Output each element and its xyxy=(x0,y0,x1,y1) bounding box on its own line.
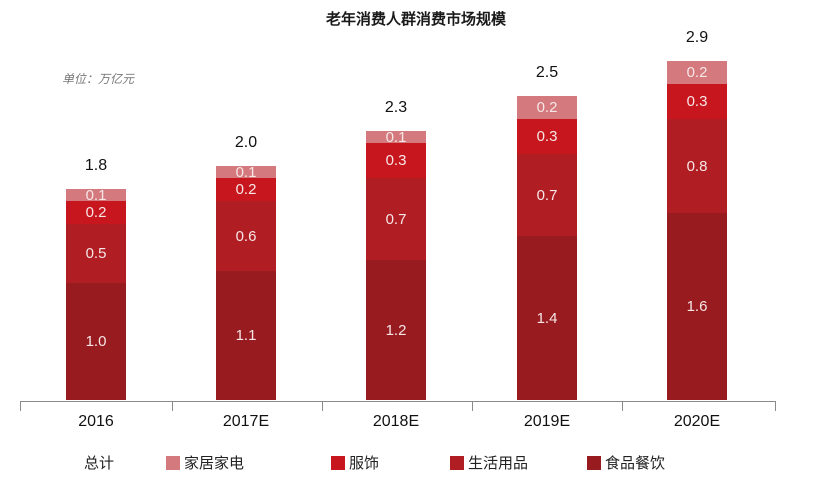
chart-title: 老年消费人群消费市场规模 xyxy=(325,10,506,28)
stacked-bar: 1.0 0.5 0.2 0.1 xyxy=(66,186,126,400)
bar-total-label: 2.0 xyxy=(234,134,258,151)
segment-value-label: 1.6 xyxy=(686,298,708,315)
segment-value-label: 1.2 xyxy=(385,321,407,339)
legend-swatch xyxy=(166,455,180,470)
legend-swatch xyxy=(587,455,601,470)
x-axis-label: 2020E xyxy=(673,413,721,430)
bar-segment: 0.2 xyxy=(66,201,126,224)
bar-segment: 0.2 xyxy=(667,61,727,84)
x-axis-tick xyxy=(472,401,473,411)
x-axis-tick xyxy=(20,401,21,411)
legend-label: 家居家电 xyxy=(184,454,245,472)
segment-value-label: 0.6 xyxy=(235,227,257,245)
bar-segment: 1.6 xyxy=(667,213,727,400)
segment-value-label: 0.1 xyxy=(235,163,257,181)
segment-value-label: 0.1 xyxy=(85,186,107,204)
stacked-bar: 1.2 0.7 0.3 0.1 xyxy=(366,128,426,400)
bar-segment: 0.7 xyxy=(517,154,577,236)
bar-segment: 0.2 xyxy=(517,96,577,119)
segment-value-label: 0.2 xyxy=(85,204,107,221)
bar-segment: 0.3 xyxy=(366,143,426,178)
segment-value-label: 1.1 xyxy=(235,327,257,344)
x-axis-label: 2019E xyxy=(523,413,571,430)
legend-item-home-appliances: 家居家电 xyxy=(166,452,244,473)
legend-label: 食品餐饮 xyxy=(605,454,666,472)
bar-total-label: 2.3 xyxy=(384,99,408,116)
x-axis-tick xyxy=(322,401,323,411)
bar-segment: 0.6 xyxy=(216,201,276,271)
bar-segment: 0.7 xyxy=(366,178,426,260)
x-axis-label: 2018E xyxy=(372,413,420,430)
bar-total-label: 2.9 xyxy=(685,29,709,46)
segment-value-label: 0.7 xyxy=(385,210,407,228)
bar-segment: 0.1 xyxy=(216,163,276,181)
legend-total-label: 总计 xyxy=(84,454,115,472)
bar-segment: 1.0 xyxy=(66,283,126,400)
stacked-bar: 1.6 0.8 0.3 0.2 xyxy=(667,61,727,400)
bar-segment: 1.4 xyxy=(517,236,577,400)
segment-value-label: 0.2 xyxy=(536,99,558,116)
x-axis-label: 2017E xyxy=(222,413,270,430)
bar-segment: 0.1 xyxy=(66,186,126,204)
bar-total-label: 1.8 xyxy=(84,157,108,174)
bar-segment: 0.1 xyxy=(366,128,426,146)
segment-value-label: 1.0 xyxy=(85,333,107,350)
segment-value-label: 0.1 xyxy=(385,128,407,146)
legend-label: 生活用品 xyxy=(468,454,529,472)
x-axis-tick xyxy=(622,401,623,411)
segment-value-label: 0.5 xyxy=(85,245,107,262)
legend-label: 服饰 xyxy=(349,454,380,472)
segment-value-label: 0.3 xyxy=(536,128,558,145)
segment-value-label: 1.4 xyxy=(536,309,558,327)
x-axis-tick xyxy=(172,401,173,411)
segment-value-label: 0.3 xyxy=(686,93,708,110)
legend-item-apparel: 服饰 xyxy=(331,452,379,473)
bar-segment: 0.5 xyxy=(66,224,126,283)
segment-value-label: 0.3 xyxy=(385,152,407,169)
stacked-bar: 1.4 0.7 0.3 0.2 xyxy=(517,96,577,400)
legend-swatch xyxy=(331,455,345,470)
bar-segment: 0.8 xyxy=(667,119,727,213)
x-axis-tick xyxy=(775,401,776,411)
legend-item-food-dining: 食品餐饮 xyxy=(587,452,665,473)
legend-swatch xyxy=(450,455,464,470)
bar-segment: 0.3 xyxy=(517,119,577,154)
bar-segment: 1.2 xyxy=(366,260,426,400)
segment-value-label: 0.2 xyxy=(235,181,257,198)
x-axis-label: 2016 xyxy=(78,413,114,430)
bar-segment: 0.2 xyxy=(216,178,276,201)
bar-segment: 1.1 xyxy=(216,271,276,400)
bar-total-label: 2.5 xyxy=(535,64,559,81)
segment-value-label: 0.2 xyxy=(686,64,708,81)
unit-label: 单位：万亿元 xyxy=(62,72,135,86)
stacked-bar: 1.1 0.6 0.2 0.1 xyxy=(216,163,276,400)
x-axis-line xyxy=(20,401,775,402)
bar-segment: 0.3 xyxy=(667,84,727,119)
segment-value-label: 0.7 xyxy=(536,186,558,204)
segment-value-label: 0.8 xyxy=(686,157,708,175)
legend: 总计 家居家电 服饰 生活用品 食品餐饮 xyxy=(0,452,832,474)
legend-item-daily-goods: 生活用品 xyxy=(450,452,528,473)
